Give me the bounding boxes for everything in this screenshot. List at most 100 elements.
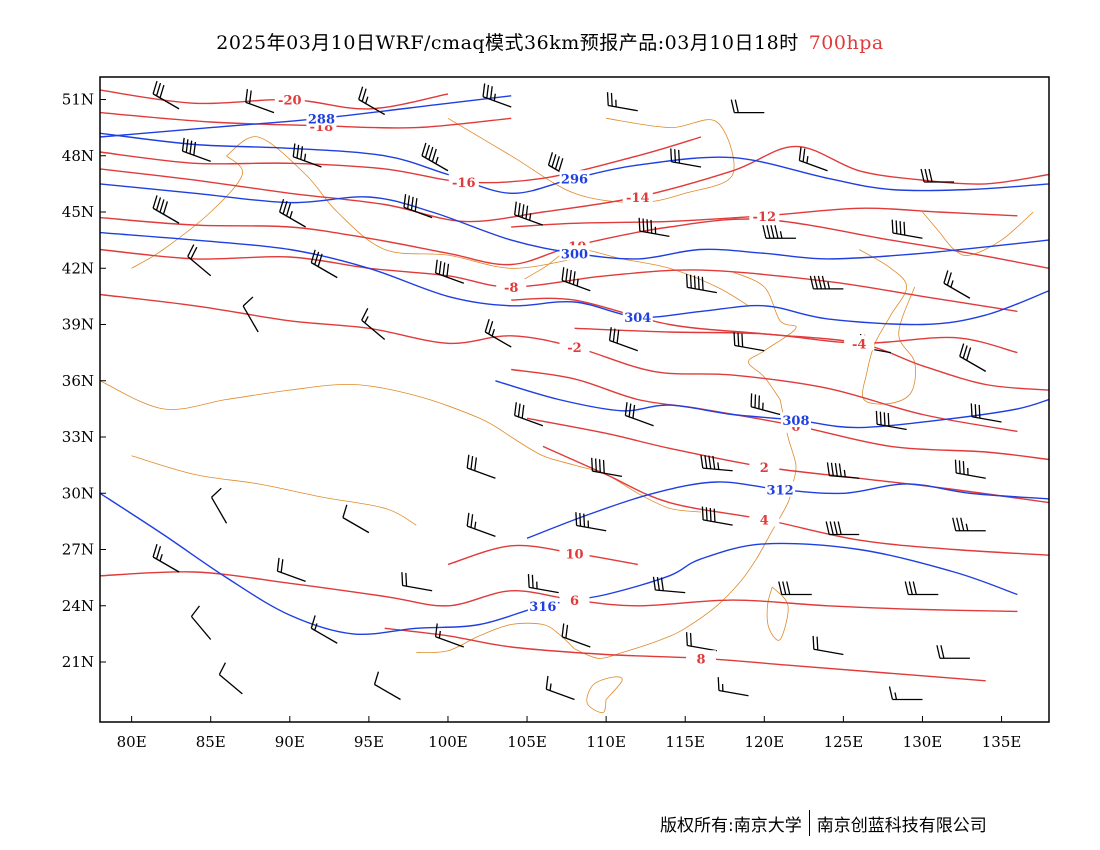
y-axis: 51N 48N 45N 42N 39N 36N 33N 30N 27N 24N 21N	[62, 91, 106, 671]
coast-line-3	[510, 248, 749, 307]
wind-barb-7	[292, 143, 322, 168]
wind-barb-44	[210, 487, 228, 524]
coast-line-12	[131, 155, 243, 269]
wind-barb-45	[342, 504, 370, 534]
wind-barb-13	[152, 195, 180, 224]
y-tick-label-1: 48N	[62, 147, 94, 165]
wind-barb-40	[591, 457, 623, 478]
x-tick-label-1: 85E	[196, 733, 226, 751]
temp-contour-13	[100, 571, 1018, 613]
height-label-1: 296	[561, 172, 588, 187]
footer-copyright: 版权所有:南京大学	[660, 815, 802, 836]
x-tick-label-2: 90E	[275, 733, 305, 751]
y-tick-label-2: 45N	[62, 203, 94, 221]
temp-label-2: -16	[452, 176, 476, 191]
contour-labels: -20-18-16-14-12-10-8-6-4-202468102882963…	[274, 91, 875, 667]
wind-barb-6	[181, 137, 211, 162]
coast-line-7	[766, 586, 789, 641]
temp-label-bg-3	[622, 189, 653, 204]
coast-line-13	[586, 676, 623, 714]
height-contour-0	[100, 95, 512, 138]
temp-label-bg-9	[559, 339, 590, 354]
wind-barb-16	[514, 201, 544, 226]
chart-title: 2025年03月10日WRF/cmaq模式36km预报产品:03月10日18时 7…	[0, 28, 1100, 55]
title-main: 2025年03月10日WRF/cmaq模式36km预报产品:03月10日18时	[216, 32, 799, 54]
coast-line-9	[922, 211, 1034, 256]
temp-label-8: -4	[852, 337, 866, 352]
temp-label-0: -20	[278, 94, 302, 109]
temp-contour-5	[100, 216, 1049, 269]
temp-label-bg-6	[496, 279, 527, 294]
wind-barb-26	[943, 270, 971, 299]
temp-label-bg-0	[274, 91, 305, 107]
coast-line-1	[131, 455, 417, 526]
x-tick-label-8: 120E	[745, 733, 785, 751]
wind-barb-8	[421, 142, 449, 172]
temp-contour-9	[100, 293, 1018, 433]
wind-barb-46	[466, 512, 496, 537]
wind-barb-66	[373, 671, 401, 701]
height-label-bg-1	[559, 170, 590, 186]
wind-barb-58	[190, 605, 212, 640]
wind-barb-0	[152, 80, 180, 110]
wind-barb-34	[514, 402, 544, 427]
wind-barb-4	[606, 92, 638, 112]
footer-separator	[808, 810, 810, 836]
height-label-bg-3	[622, 309, 653, 324]
height-contour-3	[100, 231, 1049, 326]
height-contour-6	[100, 492, 1018, 636]
temp-contour-7	[574, 327, 1018, 354]
wind-barb-57	[904, 581, 939, 596]
x-tick-label-6: 110E	[586, 733, 626, 751]
y-tick-label-5: 36N	[62, 372, 94, 390]
x-tick-label-10: 130E	[903, 733, 943, 751]
wind-barb-35	[624, 402, 654, 427]
coast-line-11	[226, 136, 575, 269]
y-tick-label-4: 39N	[62, 316, 94, 334]
wind-barb-5	[730, 99, 765, 114]
temp-label-12: 4	[760, 514, 769, 529]
temp-contour-8	[511, 297, 1049, 391]
height-label-bg-6	[527, 597, 558, 613]
wind-barb-47	[575, 512, 607, 532]
wind-barb-42	[826, 462, 860, 479]
temp-label-14: 8	[697, 652, 706, 667]
height-label-4: 308	[782, 414, 809, 429]
wind-barb-17	[638, 217, 670, 238]
temp-contour-12	[542, 445, 1049, 556]
temp-label-11: 2	[760, 461, 769, 476]
y-tick-label-9: 24N	[62, 597, 94, 615]
wind-barb-59	[310, 615, 338, 644]
temp-contour-14	[384, 627, 986, 682]
temp-label-bg-4	[749, 207, 780, 223]
wind-barb-19	[891, 219, 923, 239]
temp-label-6: -8	[504, 281, 518, 296]
temp-label-bg-13	[559, 592, 590, 608]
wind-barb-54	[527, 574, 559, 594]
wind-barb-21	[310, 249, 338, 279]
temp-label-bg-15	[559, 545, 590, 561]
height-label-0: 288	[308, 112, 335, 127]
footer-company: 南京创蓝科技有限公司	[816, 815, 987, 836]
wind-barb-65	[218, 662, 243, 695]
wind-barb-69	[888, 686, 923, 701]
temp-label-15: 10	[565, 547, 583, 562]
x-tick-label-7: 115E	[665, 733, 705, 751]
wind-barb-1	[245, 89, 275, 114]
wind-barb-24	[685, 274, 717, 294]
y-tick-label-10: 21N	[62, 653, 94, 671]
height-label-bg-2	[559, 245, 590, 261]
wind-barb-67	[545, 675, 575, 701]
wind-barb-28	[361, 308, 386, 340]
wind-barb-38	[970, 403, 1002, 423]
temp-label-9: -2	[567, 341, 581, 356]
temp-label-4: -12	[753, 210, 777, 225]
wind-barb-30	[608, 327, 638, 352]
wind-barb-25	[809, 275, 844, 290]
temp-label-bg-8	[844, 335, 875, 351]
temp-label-bg-2	[448, 174, 479, 189]
wind-barb-36	[750, 393, 781, 416]
y-tick-label-8: 27N	[62, 541, 94, 559]
x-tick-label-11: 135E	[982, 733, 1022, 751]
temp-contour-0	[100, 89, 449, 110]
